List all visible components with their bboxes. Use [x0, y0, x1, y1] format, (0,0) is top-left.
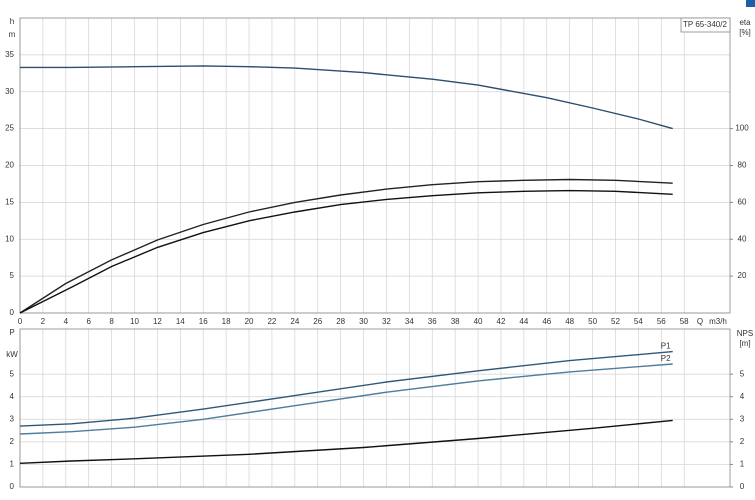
- x-tick-label: 46: [542, 317, 551, 326]
- title-box: [680, 17, 731, 33]
- x-tick-label: 44: [519, 317, 528, 326]
- x-tick-label: 0: [18, 317, 23, 326]
- y2-tick-label: 60: [738, 197, 747, 206]
- x-tick-label: 4: [64, 317, 69, 326]
- x-tick-label: 40: [474, 317, 483, 326]
- y2-axis-label: [%]: [739, 28, 751, 37]
- y-tick-label: 25: [5, 124, 14, 133]
- y-axis-label: h: [10, 17, 14, 26]
- x-tick-label: 30: [359, 317, 368, 326]
- x-tick-label: 56: [657, 317, 666, 326]
- curve-label: P2: [661, 354, 671, 363]
- logo-mark: [746, 0, 755, 7]
- x-axis-label: m3/h: [709, 317, 727, 326]
- x-tick-label: 12: [153, 317, 162, 326]
- y2-tick-label: 80: [738, 161, 747, 170]
- y-tick-label: 0: [10, 308, 15, 317]
- curve: [19, 350, 673, 427]
- x-tick-label: 58: [680, 317, 689, 326]
- y2-axis-label: [m]: [739, 339, 750, 348]
- y2-tick-label: 40: [738, 234, 747, 243]
- x-tick-label: 8: [109, 317, 114, 326]
- plot-frame: [19, 328, 731, 488]
- x-tick-label: 42: [497, 317, 506, 326]
- x-tick-label: 50: [588, 317, 597, 326]
- x-tick-label: 20: [245, 317, 254, 326]
- curve-label: P1: [661, 342, 671, 351]
- y-tick-label: 4: [10, 392, 15, 401]
- x-tick-label: 24: [290, 317, 299, 326]
- x-tick-label: 2: [41, 317, 46, 326]
- chart-title: TP 65-340/2: [683, 20, 727, 29]
- x-tick-label: 6: [86, 317, 91, 326]
- y2-tick-label: 20: [738, 271, 747, 280]
- y-tick-label: 5: [10, 271, 15, 280]
- x-tick-label: 26: [313, 317, 322, 326]
- x-tick-label: 10: [130, 317, 139, 326]
- curve: [20, 65, 673, 130]
- y2-tick-label: 3: [740, 414, 745, 423]
- x-tick-label: 18: [222, 317, 231, 326]
- y2-tick-label: 5: [740, 369, 745, 378]
- x-tick-label: 48: [565, 317, 574, 326]
- y-tick-label: 10: [5, 234, 14, 243]
- y-tick-label: 5: [10, 369, 15, 378]
- y-tick-label: 35: [5, 50, 14, 59]
- y2-tick-label: 0: [740, 482, 745, 491]
- y2-axis-label: eta: [739, 18, 751, 27]
- y-tick-label: 1: [10, 460, 15, 469]
- y-tick-label: 20: [5, 161, 14, 170]
- x-tick-label: 38: [451, 317, 460, 326]
- y-tick-label: 30: [5, 87, 14, 96]
- y-tick-label: 3: [10, 414, 15, 423]
- x-tick-label: 34: [405, 317, 414, 326]
- y-axis-label: kW: [6, 350, 18, 359]
- x-tick-label: 36: [428, 317, 437, 326]
- x-tick-label: 32: [382, 317, 391, 326]
- y2-tick-label: 4: [740, 392, 745, 401]
- curve: [19, 189, 673, 314]
- y2-tick-label: 2: [740, 437, 745, 446]
- x-axis-label: Q: [697, 317, 703, 326]
- y2-tick-label: 1: [740, 460, 745, 469]
- x-tick-label: 28: [336, 317, 345, 326]
- y-tick-label: 2: [10, 437, 15, 446]
- curve: [19, 419, 673, 464]
- y-axis-label: P: [9, 328, 14, 337]
- y2-tick-label: 100: [735, 124, 749, 133]
- curve: [19, 363, 673, 435]
- x-tick-label: 22: [267, 317, 276, 326]
- y-axis-label: m: [9, 30, 16, 39]
- y-tick-label: 15: [5, 197, 14, 206]
- x-tick-label: 16: [199, 317, 208, 326]
- y-tick-label: 0: [10, 482, 15, 491]
- x-tick-label: 52: [611, 317, 620, 326]
- y2-axis-label: NPS: [737, 329, 753, 338]
- x-tick-label: 54: [634, 317, 643, 326]
- x-tick-label: 14: [176, 317, 185, 326]
- curve: [19, 178, 673, 314]
